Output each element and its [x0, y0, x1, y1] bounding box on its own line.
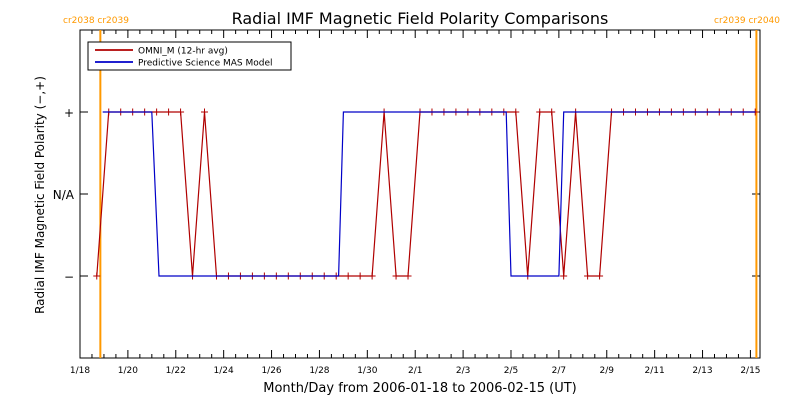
legend-box [87, 41, 292, 71]
x-axis: 1/18 1/20 1/22 1/24 1/26 1/28 1/30 2/1 2/3 2/5 2/7… [70, 30, 761, 376]
x-tick-label: 1/18 [70, 366, 90, 376]
y-tick-label: + [64, 106, 74, 120]
data-point [368, 272, 376, 280]
series-line-1 [102, 111, 756, 277]
x-tick-label: 2/11 [645, 366, 665, 376]
carrington-rotation-label: cr2039 cr2040 [714, 16, 780, 26]
legend-label: Predictive Science MAS Model [138, 59, 273, 69]
data-point [356, 272, 364, 280]
data-point [93, 272, 101, 280]
carrington-rotation-label: cr2038 cr2039 [63, 16, 129, 26]
data-point [584, 272, 592, 280]
legend-label: OMNI_M (12-hr avg) [138, 47, 228, 57]
data-point [560, 272, 568, 280]
x-tick-label: 2/9 [600, 366, 615, 376]
y-tick-label: N/A [53, 188, 75, 202]
x-tick-label: 1/24 [214, 366, 234, 376]
data-point [596, 272, 604, 280]
data-point [201, 108, 209, 116]
x-tick-label: 2/5 [504, 366, 518, 376]
y-axis-label: Radial IMF Magnetic Field Polarity (−,+) [33, 76, 47, 314]
x-tick-label: 2/15 [740, 366, 760, 376]
x-tick-label: 2/3 [456, 366, 470, 376]
y-axis: + N/A − [53, 106, 760, 284]
carrington-markers: cr2038 cr2039 cr2039 cr2040 [63, 16, 780, 358]
x-tick-label: 1/20 [118, 366, 138, 376]
data-point [153, 108, 161, 116]
data-point [177, 108, 185, 116]
data-point [404, 272, 412, 280]
series-layer [93, 108, 759, 280]
chart-title: Radial IMF Magnetic Field Polarity Compa… [232, 9, 609, 28]
data-point [536, 108, 544, 116]
data-point [548, 108, 556, 116]
x-tick-label: 1/26 [261, 366, 281, 376]
data-point [392, 272, 400, 280]
x-tick-label: 1/28 [309, 366, 329, 376]
y-tick-label: − [64, 270, 74, 284]
x-tick-label: 2/7 [552, 366, 566, 376]
series-line-0 [96, 111, 756, 277]
legend: OMNI_M (12-hr avg) Predictive Science MAS… [87, 41, 292, 71]
x-tick-label: 2/13 [692, 366, 712, 376]
x-tick-label: 2/1 [408, 366, 422, 376]
x-tick-label: 1/30 [357, 366, 377, 376]
data-point [512, 108, 520, 116]
plot-frame [79, 29, 761, 359]
x-axis-label: Month/Day from 2006-01-18 to 2006-02-15 … [263, 381, 576, 396]
data-point [165, 108, 173, 116]
data-point [344, 272, 352, 280]
x-tick-label: 1/22 [166, 366, 186, 376]
